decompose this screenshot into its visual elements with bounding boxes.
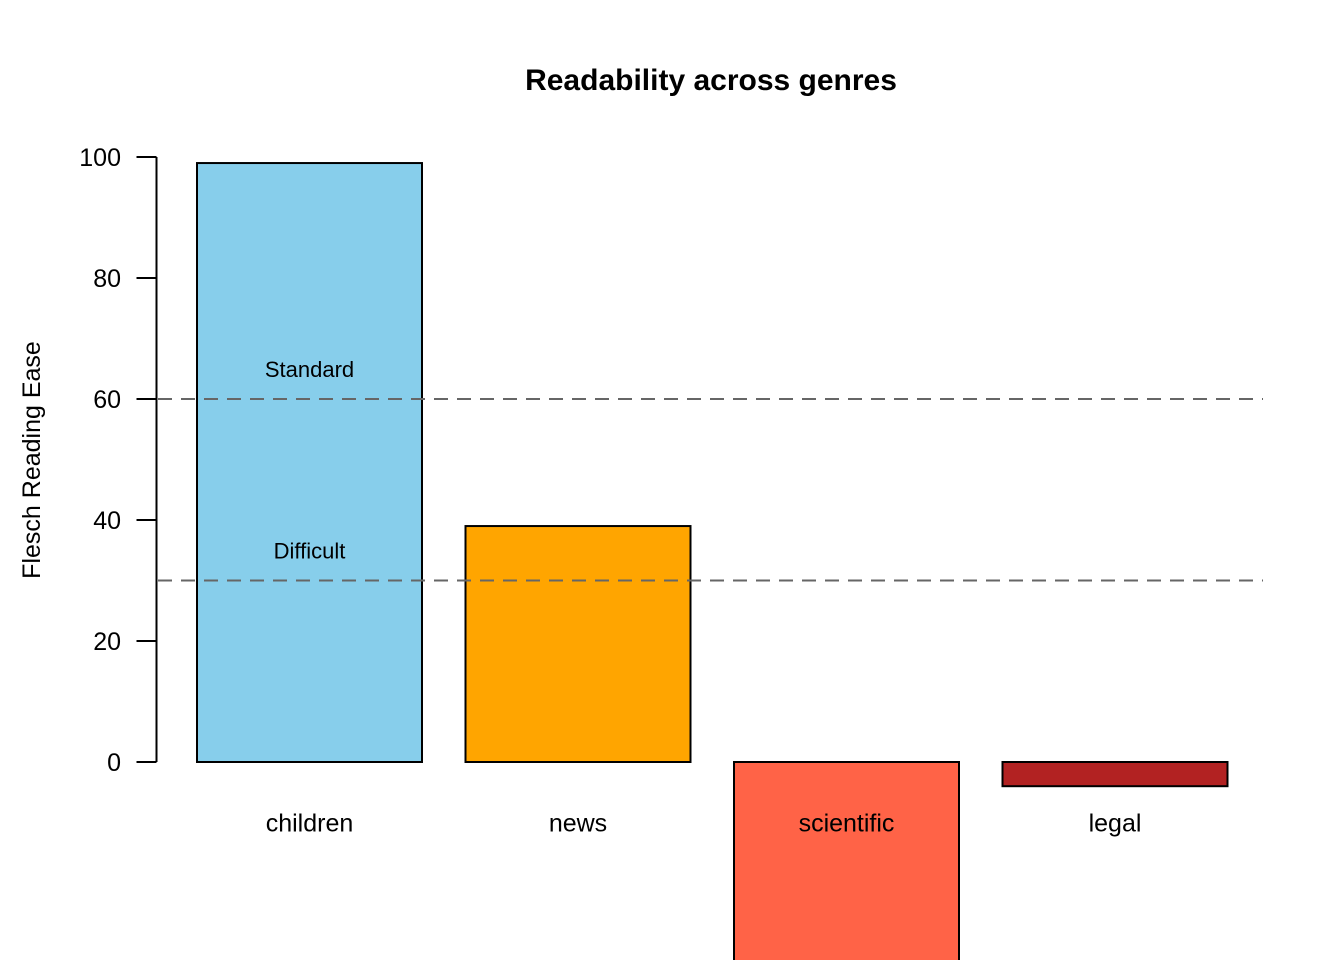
- y-tick-label: 80: [93, 265, 121, 293]
- x-category-label-legal: legal: [1089, 810, 1142, 838]
- x-category-label-scientific: scientific: [799, 810, 895, 838]
- x-category-label-children: children: [266, 810, 354, 838]
- bar-legal: [1001, 761, 1229, 788]
- y-tick-label: 100: [79, 144, 121, 172]
- y-tick-label: 40: [93, 507, 121, 535]
- x-category-label-news: news: [549, 810, 607, 838]
- y-tick-label: 20: [93, 628, 121, 656]
- bar-children: [196, 162, 423, 764]
- bar-news: [464, 525, 692, 763]
- annotation-label: Difficult: [274, 538, 346, 563]
- bar-scientific: [733, 761, 960, 960]
- y-tick-label: 0: [107, 749, 121, 777]
- annotation-label: Standard: [265, 357, 354, 382]
- chart-title: Readability across genres: [525, 64, 897, 97]
- y-tick-label: 60: [93, 386, 121, 414]
- y-axis-label: Flesch Reading Ease: [18, 341, 46, 579]
